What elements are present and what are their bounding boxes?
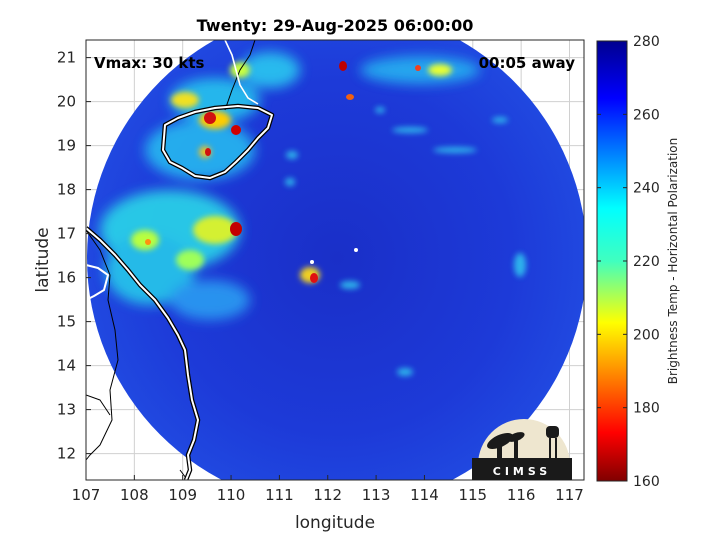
colorbar-tick-label: 280	[633, 34, 660, 50]
colorbar-tick-label: 220	[633, 254, 660, 270]
x-tick-label: 115	[458, 486, 487, 504]
y-tick-label: 17	[57, 225, 76, 243]
y-tick-label: 20	[57, 93, 76, 111]
y-tick-label: 15	[57, 313, 76, 331]
away-label: 00:05 away	[479, 54, 576, 72]
y-tick-label: 12	[57, 445, 76, 463]
chart-title: Twenty: 29-Aug-2025 06:00:00	[197, 16, 474, 35]
x-tick-label: 111	[265, 486, 294, 504]
y-tick-label: 19	[57, 137, 76, 155]
axes-frame	[85, 39, 585, 481]
cimss-logo-text: CIMSS	[493, 465, 551, 478]
colorbar-tick-label: 180	[633, 401, 660, 417]
y-tick-label: 18	[57, 181, 76, 199]
x-tick-label: 108	[120, 486, 149, 504]
colorbar-tick-label: 200	[633, 327, 660, 343]
brightness-temp-swath	[87, 40, 584, 480]
colorbar-tick-label: 160	[633, 474, 660, 490]
x-tick-label: 117	[555, 486, 584, 504]
y-tick-label: 16	[57, 269, 76, 287]
colorbar: 280 260 240 220 200 180 160 Brightness Temp - …	[596, 34, 680, 490]
y-tick-label: 13	[57, 401, 76, 419]
x-tick-label: 107	[72, 486, 101, 504]
y-axis-ticks: 21 20 19 18 17 16 15 14 13 12	[57, 49, 91, 463]
x-tick-label: 114	[410, 486, 439, 504]
colorbar-ticks: 280 260 240 220 200 180 160	[597, 34, 660, 490]
y-tick-label: 21	[57, 49, 76, 67]
x-tick-label: 109	[168, 486, 197, 504]
y-tick-label: 14	[57, 357, 76, 375]
x-axis-label: longitude	[295, 513, 375, 533]
colorbar-label: Brightness Temp - Horizontal Polarizatio…	[666, 138, 680, 385]
cimss-logo: CIMSS	[472, 419, 572, 480]
colorbar-tick-label: 260	[633, 107, 660, 123]
y-axis-label: latitude	[33, 227, 53, 292]
colorbar-tick-label: 240	[633, 181, 660, 197]
x-tick-label: 110	[217, 486, 246, 504]
vmax-label: Vmax: 30 kts	[94, 54, 204, 72]
x-axis-ticks: 107 108 109 110 111 112 113 114 115 116 117	[72, 475, 584, 504]
x-tick-label: 116	[507, 486, 536, 504]
x-tick-label: 113	[362, 486, 391, 504]
coastlines	[86, 40, 275, 480]
x-tick-label: 112	[313, 486, 342, 504]
